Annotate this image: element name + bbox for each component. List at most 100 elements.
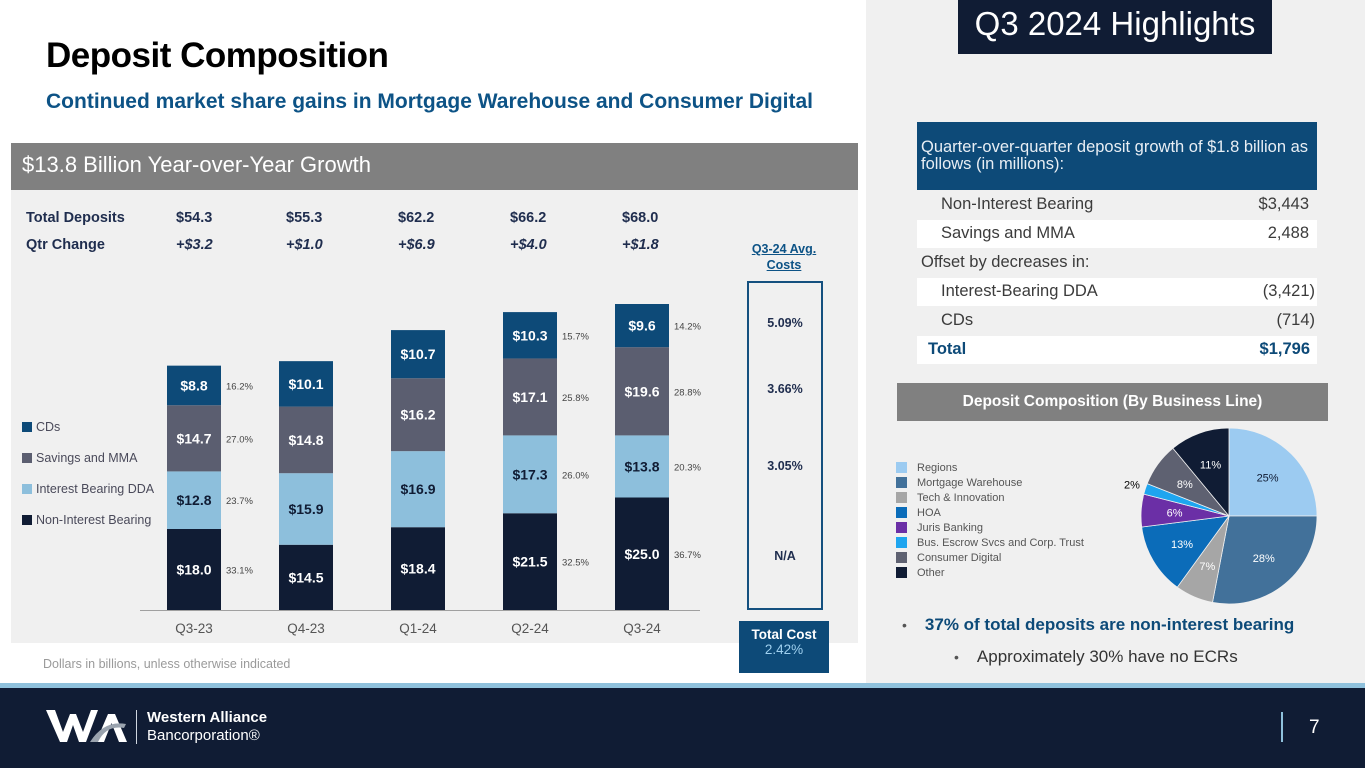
bar-pct-label: 36.7% xyxy=(674,550,701,561)
total-deposits-value: $68.0 xyxy=(622,210,659,226)
bar-segment-interest-bearing-dda xyxy=(167,471,221,529)
total-deposits-value: $55.3 xyxy=(286,210,323,226)
table-row: Non-Interest Bearing $3,443 xyxy=(917,191,1317,219)
bar-value-label: $18.4 xyxy=(400,561,435,577)
footnote: Dollars in billions, unless otherwise in… xyxy=(43,657,291,671)
bullet-icon: • xyxy=(954,649,959,665)
bullet-sub-text: Approximately 30% have no ECRs xyxy=(976,647,1238,666)
qtr-change-value: +$6.9 xyxy=(398,237,435,253)
bar-segment-interest-bearing-dda xyxy=(279,473,333,545)
avg-cost-cds: 5.09% xyxy=(767,316,803,330)
x-tick-label: Q1-24 xyxy=(399,621,437,636)
x-tick-label: Q3-23 xyxy=(175,621,213,636)
table-row: Offset by decreases in: xyxy=(917,249,1317,277)
bar-value-label: $25.0 xyxy=(624,546,659,562)
bullet-main: • 37% of total deposits are non-interest … xyxy=(902,615,1294,635)
bar-segment-savings-and-mma xyxy=(167,405,221,472)
legend-label: Regions xyxy=(917,461,958,474)
bar-segment-non-interest-bearing xyxy=(167,529,221,610)
pie-legend-item: HOA xyxy=(896,505,941,520)
bar-value-label: $17.1 xyxy=(512,389,547,405)
legend-item-cds: CDs xyxy=(22,420,60,434)
bar-pct-label: 20.3% xyxy=(674,462,701,473)
stacked-bar-chart: $18.0 33.1% $12.8 23.7% $14.7 27.0% $8.8 16.2% Q… xyxy=(140,304,701,636)
legend-label: Bus. Escrow Svcs and Corp. Trust xyxy=(917,536,1084,549)
bar-pct-label: 15.7% xyxy=(562,331,589,342)
row-value: 2,488 xyxy=(1267,224,1309,242)
row-label: Offset by decreases in: xyxy=(921,253,1090,271)
growth-description: Quarter-over-quarter deposit growth of $… xyxy=(917,122,1317,190)
legend-label: Consumer Digital xyxy=(917,551,1002,564)
bar-segment-cds xyxy=(167,365,221,406)
footer xyxy=(0,688,1365,768)
x-tick-label: Q4-23 xyxy=(287,621,325,636)
bar-segment-non-interest-bearing xyxy=(615,497,669,610)
avg-cost-nib: N/A xyxy=(774,549,796,563)
table-row: Interest-Bearing DDA (3,421) xyxy=(917,278,1317,306)
row-value: (3,421) xyxy=(1262,282,1315,300)
legend-item-savings: Savings and MMA xyxy=(22,451,137,465)
pie-legend-item: Bus. Escrow Svcs and Corp. Trust xyxy=(896,535,1084,550)
growth-banner: $13.8 Billion Year-over-Year Growth xyxy=(11,143,858,190)
total-cost-label: Total Cost xyxy=(751,627,817,642)
qtr-change-label: Qtr Change xyxy=(26,237,105,253)
bar-segment-non-interest-bearing xyxy=(391,527,445,610)
bar-segment-cds xyxy=(279,361,333,407)
bar-pct-label: 26.0% xyxy=(562,470,589,481)
bar-pct-label: 14.2% xyxy=(674,322,701,333)
legend-swatch xyxy=(896,567,907,578)
bar-value-label: $16.9 xyxy=(400,481,435,497)
pie-slice-label: 6% xyxy=(1167,508,1183,520)
row-label: Non-Interest Bearing xyxy=(941,195,1094,213)
bar-value-label: $19.6 xyxy=(624,383,659,399)
bar-pct-label: 16.2% xyxy=(226,381,253,392)
qtr-change-value: +$1.0 xyxy=(286,237,323,253)
page-divider xyxy=(1281,712,1283,742)
row-value: (714) xyxy=(1276,311,1315,329)
legend-label: Other xyxy=(917,566,945,579)
bar-segment-interest-bearing-dda xyxy=(391,451,445,528)
pie-legend-item: Other xyxy=(896,565,945,580)
company-subname: Bancorporation® xyxy=(147,727,260,744)
legend-swatch xyxy=(896,522,907,533)
legend-swatch xyxy=(896,507,907,518)
legend-swatch xyxy=(22,484,32,494)
qtr-change-value: +$4.0 xyxy=(510,237,547,253)
legend-label: Juris Banking xyxy=(917,521,984,534)
legend-item-nib: Non-Interest Bearing xyxy=(22,513,151,527)
bar-segment-non-interest-bearing xyxy=(503,513,557,610)
bar-value-label: $13.8 xyxy=(624,458,659,474)
legend-swatch xyxy=(896,462,907,473)
pie-legend-item: Tech & Innovation xyxy=(896,490,1004,505)
legend-label: Mortgage Warehouse xyxy=(917,476,1023,489)
bullet-main-text: 37% of total deposits are non-interest b… xyxy=(924,615,1295,634)
bar-pct-label: 33.1% xyxy=(226,566,253,577)
bar-value-label: $8.8 xyxy=(180,377,207,393)
legend-label: Savings and MMA xyxy=(36,451,138,465)
logo-divider xyxy=(136,710,137,744)
bar-segment-savings-and-mma xyxy=(391,378,445,452)
bar-segment-savings-and-mma xyxy=(503,358,557,436)
bar-value-label: $14.5 xyxy=(288,569,323,585)
total-deposits-value: $62.2 xyxy=(398,210,435,226)
highlights-title: Q3 2024 Highlights xyxy=(958,0,1272,54)
page-subtitle: Continued market share gains in Mortgage… xyxy=(46,90,814,113)
bar-value-label: $15.9 xyxy=(288,501,323,517)
legend-swatch xyxy=(22,515,32,525)
pie-slice-label: 13% xyxy=(1171,539,1193,551)
pie-slice-label: 25% xyxy=(1257,472,1279,484)
legend-label: Interest Bearing DDA xyxy=(36,482,155,496)
total-cost-value: 2.42% xyxy=(764,642,804,657)
pie-slice-label: 28% xyxy=(1253,553,1275,565)
bar-segment-interest-bearing-dda xyxy=(615,435,669,498)
bar-value-label: $12.8 xyxy=(176,492,211,508)
legend-swatch xyxy=(896,552,907,563)
business-line-header: Deposit Composition (By Business Line) xyxy=(897,383,1328,421)
pie-slice xyxy=(1228,427,1318,517)
pie-legend-item: Consumer Digital xyxy=(896,550,1001,565)
avg-costs-header: Q3-24 Avg. Costs xyxy=(751,242,817,272)
pie-slice-label: 7% xyxy=(1199,561,1215,573)
pie-slice xyxy=(1172,427,1230,518)
pie-slice xyxy=(1212,515,1318,605)
legend-label: CDs xyxy=(36,420,61,434)
